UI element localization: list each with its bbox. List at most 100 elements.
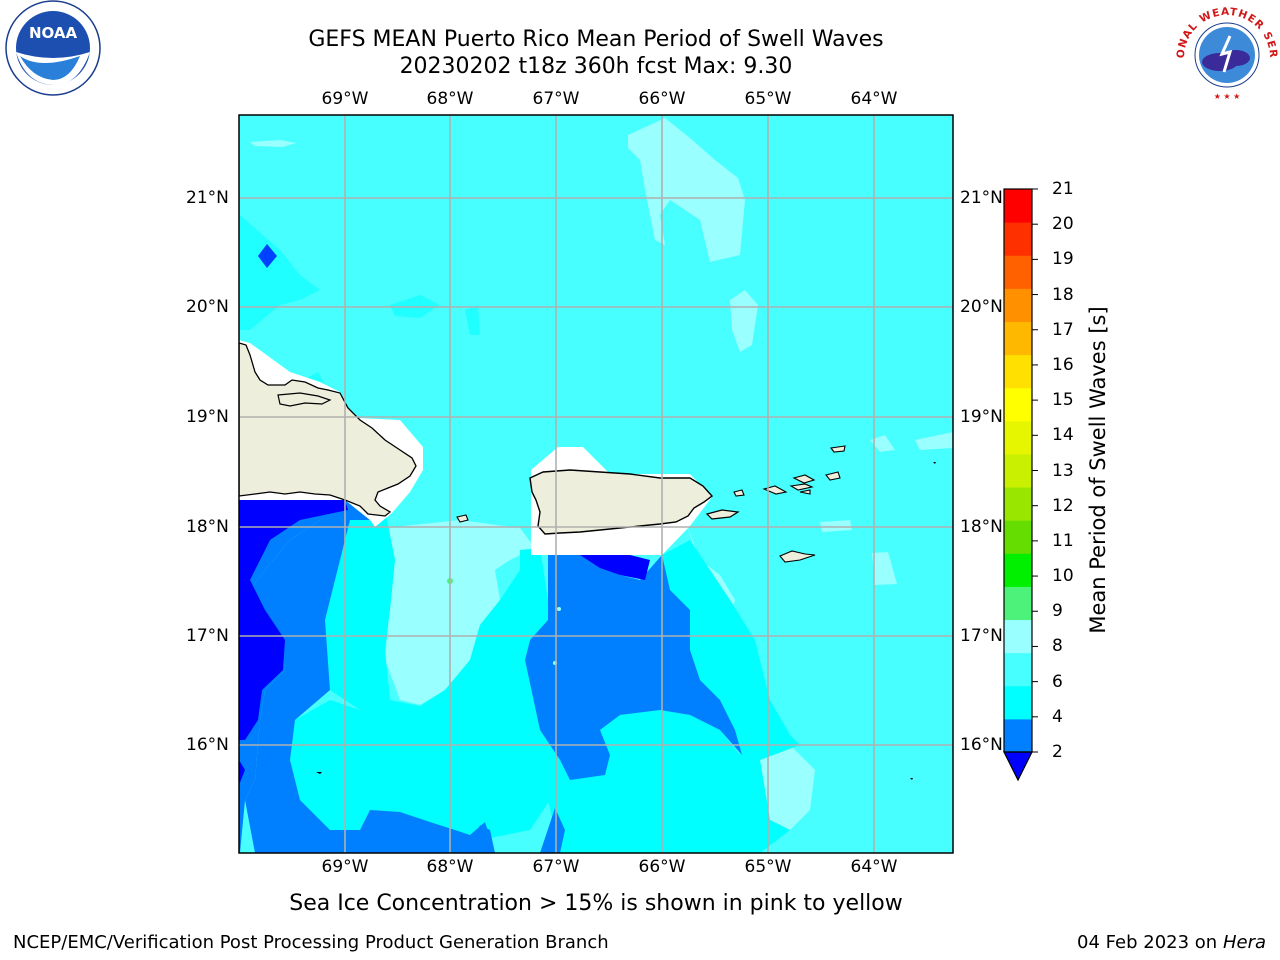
nws-logo: NATIONAL WEATHER SERVICE ★ ★ ★ bbox=[1167, 0, 1278, 101]
colorbar-tick-label: 4 bbox=[1052, 706, 1063, 727]
colorbar-tick-label: 11 bbox=[1052, 530, 1074, 551]
small-cay bbox=[316, 772, 322, 774]
colorbar-segment bbox=[1004, 718, 1032, 753]
colorbar-tick-label: 19 bbox=[1052, 249, 1074, 270]
colorbar-under-triangle bbox=[1003, 751, 1033, 782]
colorbar-segment bbox=[1004, 553, 1032, 587]
colorbar-tick-label: 10 bbox=[1052, 566, 1074, 587]
colorbar-tick-label: 16 bbox=[1052, 354, 1074, 375]
lon-label-bottom: 65°W bbox=[744, 857, 792, 877]
lat-label-left: 17°N bbox=[186, 626, 229, 646]
colorbar bbox=[1003, 188, 1038, 782]
contour-8-9s bbox=[872, 552, 897, 585]
lon-label-top: 66°W bbox=[638, 89, 686, 109]
saba-island bbox=[933, 462, 936, 464]
colorbar-segment bbox=[1004, 453, 1032, 488]
footer-credit: NCEP/EMC/Verification Post Processing Pr… bbox=[13, 932, 609, 953]
graticule bbox=[239, 115, 953, 853]
contour-6-8s bbox=[240, 215, 320, 330]
puerto-rico-land bbox=[529, 469, 714, 535]
lat-label-right: 20°N bbox=[960, 297, 1003, 317]
svg-text:★ ★ ★: ★ ★ ★ bbox=[1214, 92, 1241, 101]
colorbar-segment bbox=[1004, 255, 1032, 289]
mona-island bbox=[456, 514, 469, 523]
lon-label-top: 64°W bbox=[850, 89, 898, 109]
tortuga-island bbox=[277, 392, 332, 407]
colorbar-tick-label: 6 bbox=[1052, 671, 1063, 692]
colorbar-tick-label: 17 bbox=[1052, 319, 1074, 340]
contour-6-8s bbox=[290, 548, 560, 840]
colorbar-title: Mean Period of Swell Waves [s] bbox=[1086, 306, 1110, 634]
virgin-islands bbox=[762, 445, 846, 495]
contour-8-9s bbox=[760, 745, 815, 830]
map-title: GEFS MEAN Puerto Rico Mean Period of Swe… bbox=[308, 27, 884, 52]
noaa-logo-text: NOAA bbox=[29, 24, 78, 42]
lat-label-left: 18°N bbox=[186, 517, 229, 537]
lat-label-right: 18°N bbox=[960, 517, 1003, 537]
lon-label-top: 67°W bbox=[532, 89, 580, 109]
sea-ice-note: Sea Ice Concentration > 15% is shown in … bbox=[289, 891, 903, 916]
colorbar-tick-label: 21 bbox=[1052, 179, 1074, 199]
lat-label-right: 17°N bbox=[960, 626, 1003, 646]
swell-period-contours bbox=[240, 118, 953, 853]
colorbar-segment bbox=[1004, 222, 1032, 256]
contour-6-8s bbox=[548, 540, 800, 853]
colorbar-tick-label: 2 bbox=[1052, 742, 1063, 762]
lat-label-left: 19°N bbox=[186, 407, 229, 427]
lon-label-top: 65°W bbox=[744, 89, 792, 109]
colorbar-segment bbox=[1004, 321, 1032, 356]
lon-label-bottom: 66°W bbox=[638, 857, 686, 877]
st-croix-island bbox=[779, 550, 816, 563]
colorbar-segment bbox=[1004, 586, 1032, 621]
lat-label-left: 16°N bbox=[186, 735, 229, 755]
colorbar-segment bbox=[1004, 685, 1032, 720]
contour-8-9s bbox=[628, 118, 745, 262]
footer-date-text: 04 Feb 2023 on bbox=[1077, 932, 1218, 953]
noaa-logo: NOAA bbox=[5, 0, 101, 96]
map-plot bbox=[238, 114, 954, 854]
contour-8-9s bbox=[557, 607, 561, 611]
lat-label-right: 16°N bbox=[960, 735, 1003, 755]
contour-8-9s bbox=[380, 520, 535, 705]
hispaniola-land bbox=[239, 342, 417, 517]
land bbox=[239, 342, 936, 780]
map-frame bbox=[238, 114, 954, 854]
contour-6-8s bbox=[465, 305, 480, 335]
contour-8-9s bbox=[870, 435, 895, 452]
colorbar-segment bbox=[1004, 189, 1032, 223]
colorbar-tick-label: 14 bbox=[1052, 425, 1074, 446]
footer-date: 04 Feb 2023 on Hera bbox=[1077, 932, 1266, 953]
lon-label-top: 69°W bbox=[321, 89, 369, 109]
contour-6-8s bbox=[325, 510, 395, 710]
contour-8-9s bbox=[250, 140, 296, 147]
colorbar-tick-label: 8 bbox=[1052, 636, 1063, 657]
contour-8-9s bbox=[730, 290, 758, 352]
contour-2-4s bbox=[239, 244, 650, 785]
colorbar-segment bbox=[1004, 420, 1032, 455]
colorbar-tick-label: 13 bbox=[1052, 460, 1074, 481]
lon-label-bottom: 69°W bbox=[321, 857, 369, 877]
colorbar-segment bbox=[1004, 288, 1032, 322]
vieques-island bbox=[705, 509, 740, 520]
colorbar-tick-label: 12 bbox=[1052, 495, 1074, 516]
footer-machine: Hera bbox=[1222, 932, 1266, 953]
colorbar-tick-label: 15 bbox=[1052, 390, 1074, 411]
colorbar-segments bbox=[1004, 189, 1032, 753]
colorbar-segment bbox=[1004, 520, 1032, 554]
colorbar-segment bbox=[1004, 387, 1032, 422]
lon-label-bottom: 64°W bbox=[850, 857, 898, 877]
contour-8-9s bbox=[820, 520, 852, 532]
colorbar-segment bbox=[1004, 354, 1032, 389]
lon-label-bottom: 68°W bbox=[426, 857, 474, 877]
colorbar-tick-label: 20 bbox=[1052, 214, 1074, 235]
map-title-run-info: 20230202 t18z 360h fcst Max: 9.30 bbox=[399, 54, 793, 79]
lon-label-top: 68°W bbox=[426, 89, 474, 109]
colorbar-tickmarks bbox=[1032, 188, 1038, 753]
culebra-island bbox=[733, 489, 745, 497]
colorbar-segment bbox=[1004, 619, 1032, 654]
lon-label-bottom: 67°W bbox=[532, 857, 580, 877]
colorbar-tick-label: 9 bbox=[1052, 601, 1063, 622]
lat-label-right: 19°N bbox=[960, 407, 1003, 427]
small-cay bbox=[910, 778, 913, 780]
colorbar-segment bbox=[1004, 487, 1032, 521]
